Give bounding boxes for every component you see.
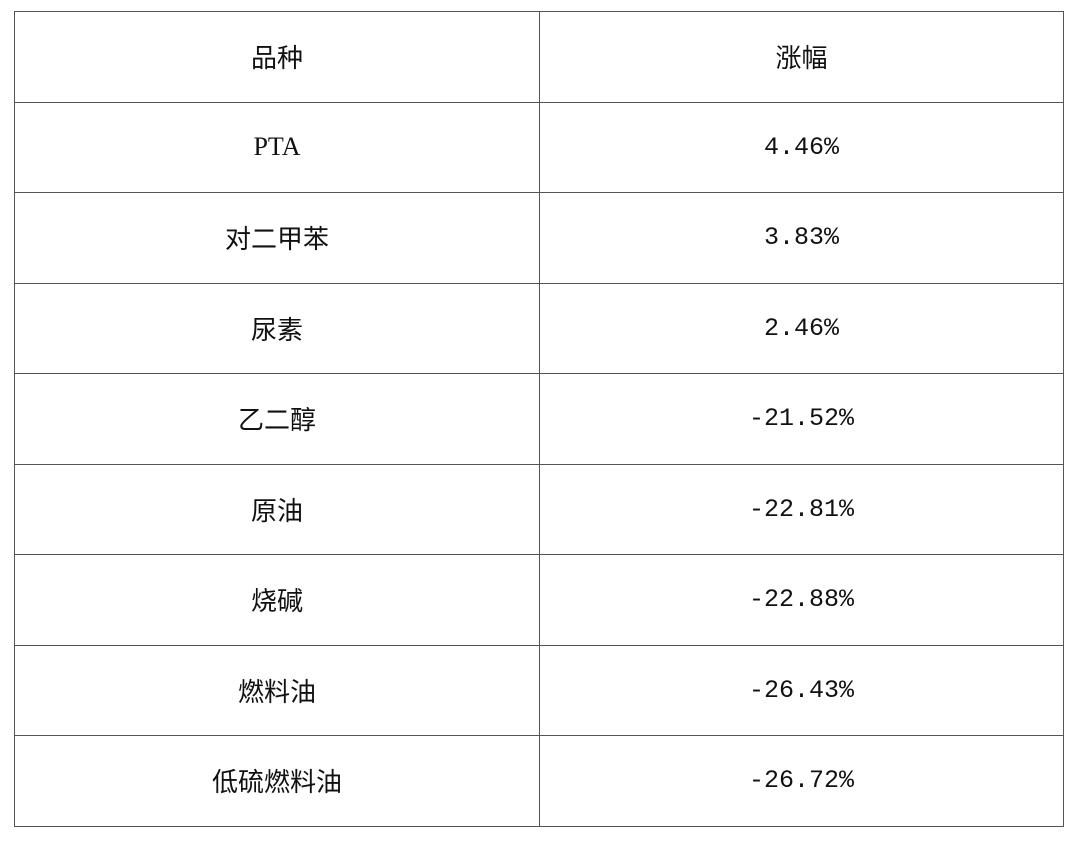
variety-cell: 尿素: [14, 282, 540, 374]
change-cell: 4.46%: [539, 101, 1064, 193]
variety-cell: 原油: [14, 463, 540, 555]
variety-cell: PTA: [14, 101, 540, 193]
table-row: 对二甲苯 3.83%: [14, 192, 1064, 284]
variety-cell: 烧碱: [14, 554, 540, 646]
table-row: 低硫燃料油 -26.72%: [14, 735, 1064, 827]
change-cell: -26.72%: [539, 735, 1064, 827]
table-row: 烧碱 -22.88%: [14, 554, 1064, 646]
table-row: 原油 -22.81%: [14, 463, 1064, 555]
change-cell: 2.46%: [539, 282, 1064, 374]
change-cell: -22.88%: [539, 554, 1064, 646]
variety-cell: 低硫燃料油: [14, 735, 540, 827]
table-row: 燃料油 -26.43%: [14, 644, 1064, 736]
change-cell: -21.52%: [539, 373, 1064, 465]
header-row: 品种 涨幅: [14, 11, 1064, 103]
change-cell: 3.83%: [539, 192, 1064, 284]
table-row: PTA 4.46%: [14, 101, 1064, 193]
price-change-table: 品种 涨幅 PTA 4.46% 对二甲苯 3.83% 尿素 2.46% 乙二醇 -21.52%…: [14, 11, 1064, 827]
variety-cell: 燃料油: [14, 644, 540, 736]
table-row: 乙二醇 -21.52%: [14, 373, 1064, 465]
variety-cell: 对二甲苯: [14, 192, 540, 284]
variety-cell: 乙二醇: [14, 373, 540, 465]
header-variety: 品种: [14, 11, 540, 103]
table-row: 尿素 2.46%: [14, 282, 1064, 374]
change-cell: -26.43%: [539, 644, 1064, 736]
header-change: 涨幅: [539, 11, 1064, 103]
change-cell: -22.81%: [539, 463, 1064, 555]
